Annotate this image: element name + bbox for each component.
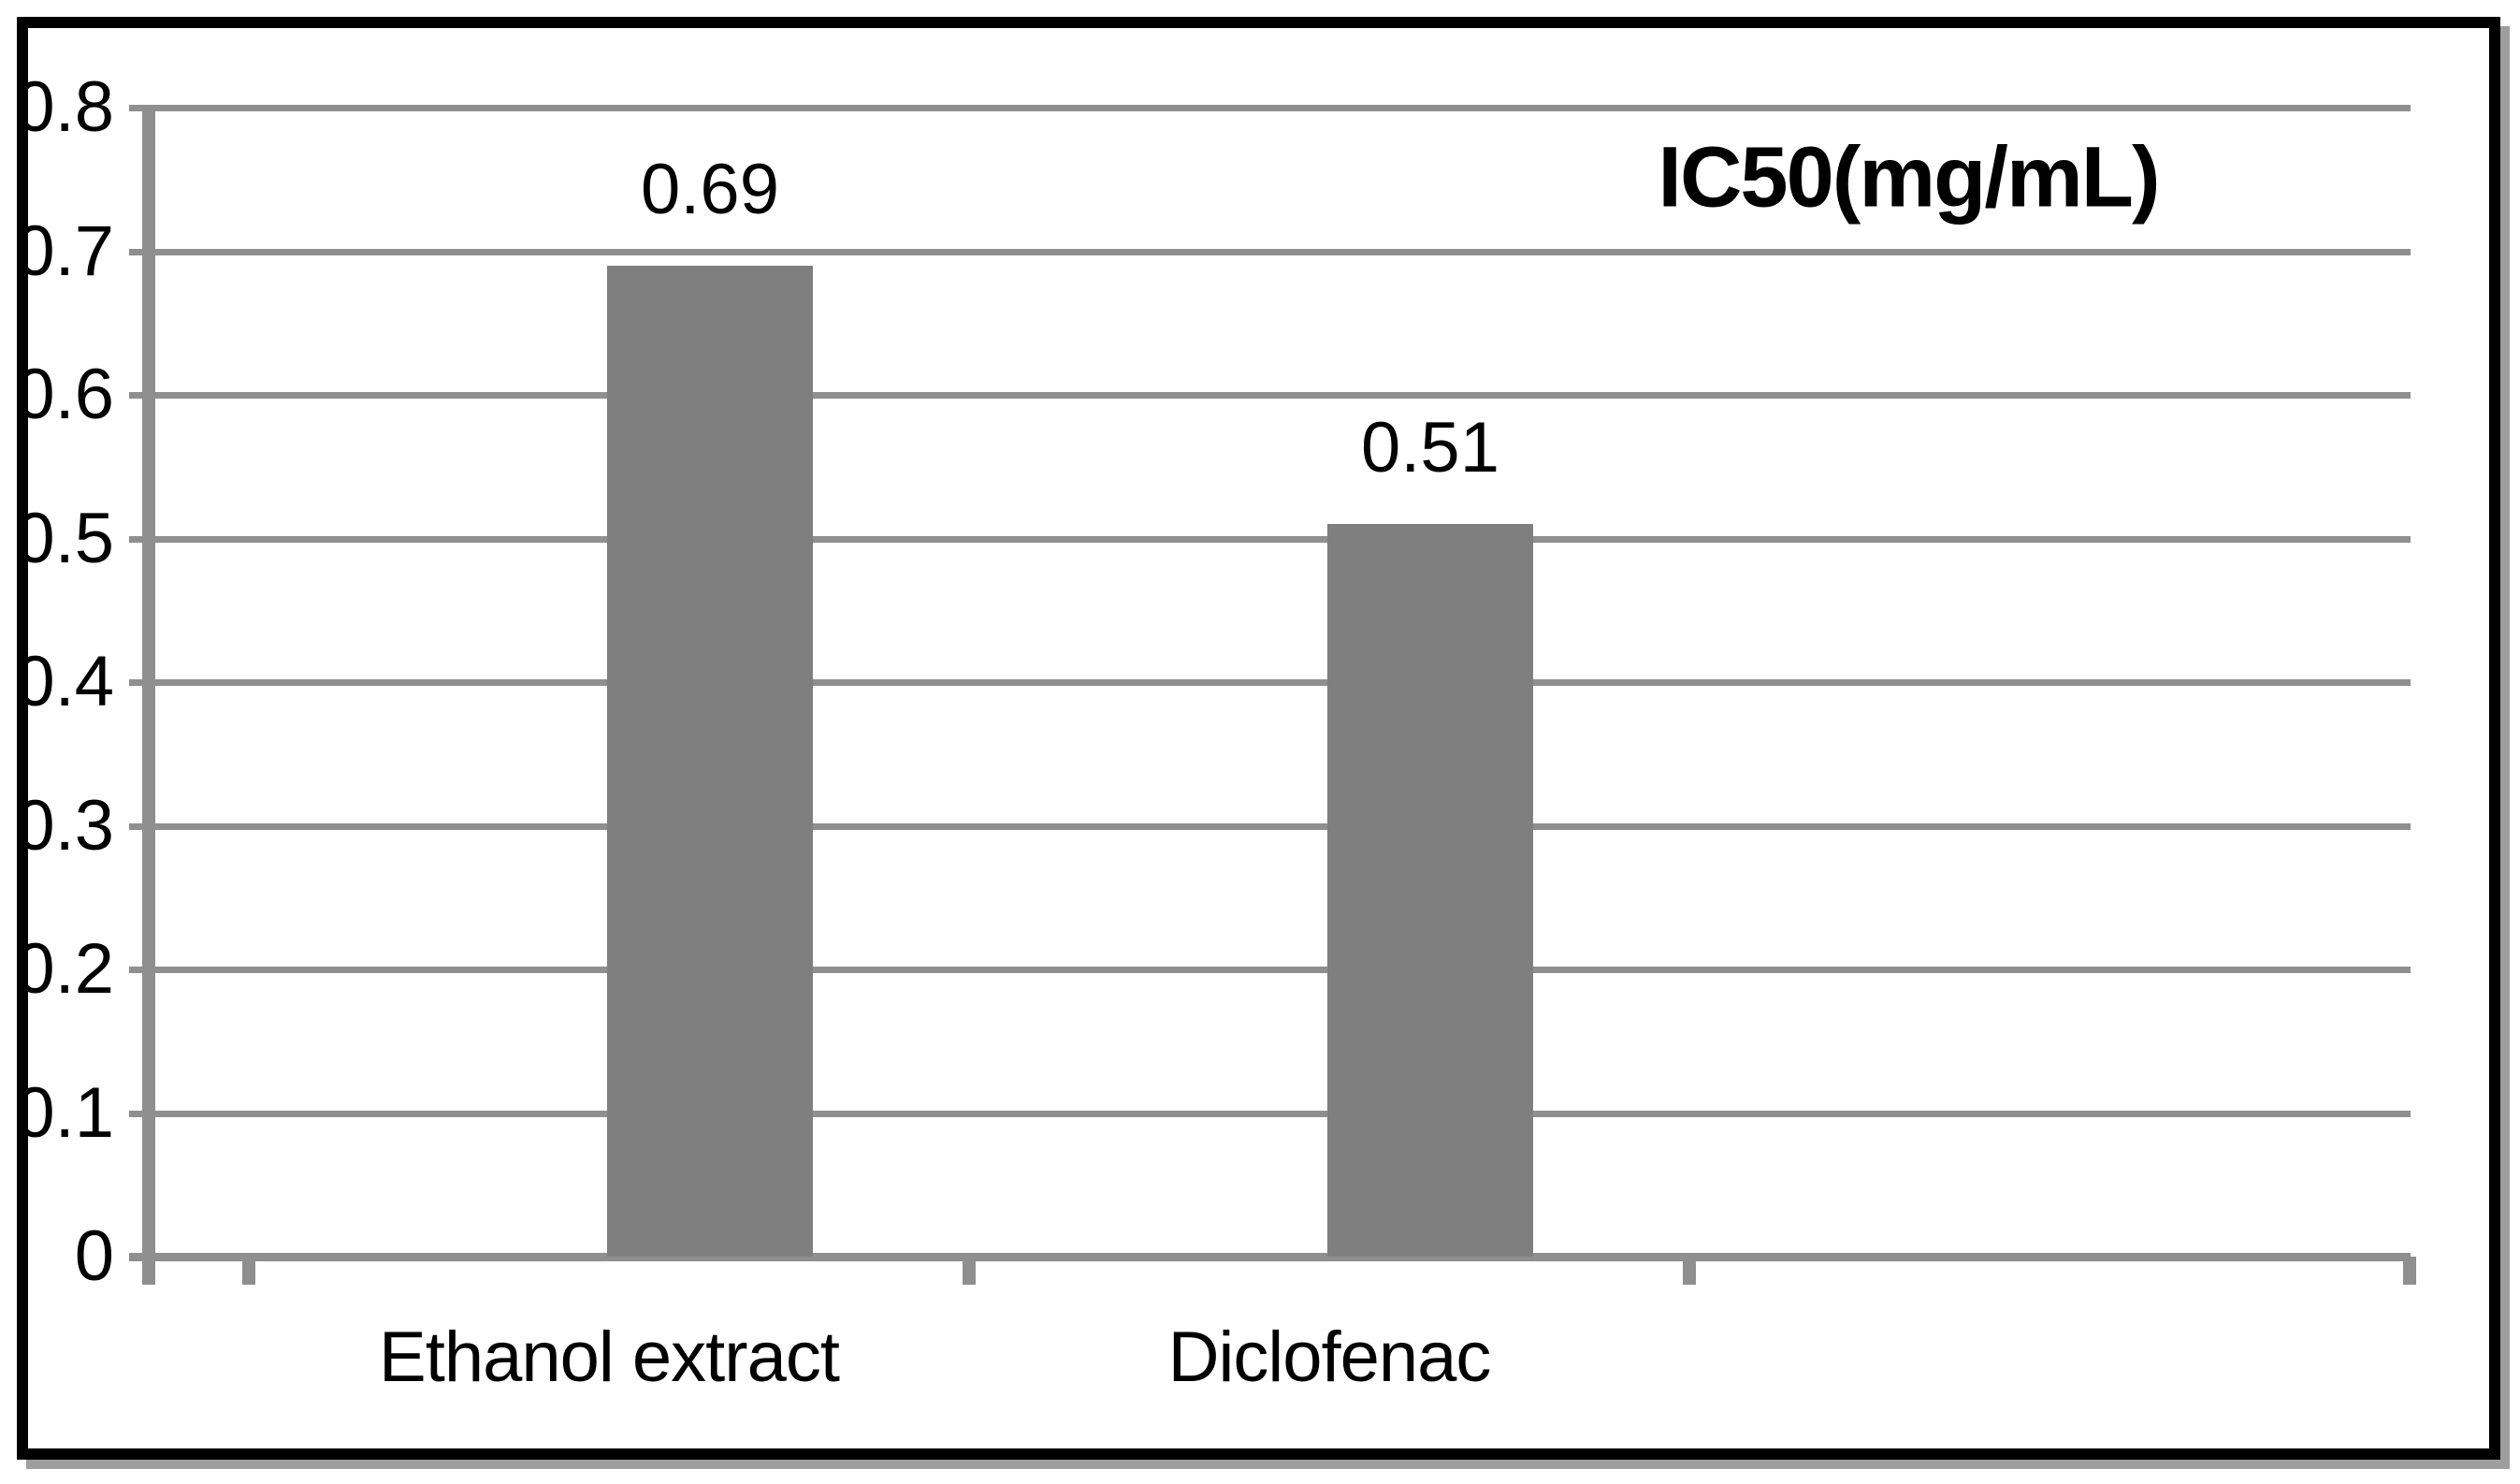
gridline [129, 105, 2411, 111]
gridline [129, 679, 2411, 686]
y-tick-label: 0.8 [15, 67, 114, 147]
bar [607, 266, 813, 1257]
gridline [129, 248, 2411, 255]
gridline [129, 1253, 2411, 1261]
y-tick-label: 0.1 [15, 1072, 114, 1153]
y-tick-label: 0 [74, 1216, 114, 1296]
category-label: Ethanol extract [379, 1317, 840, 1397]
gridline [129, 535, 2411, 543]
y-tick-label: 0.6 [15, 355, 114, 434]
gridline [129, 822, 2411, 830]
gridline [129, 1110, 2411, 1117]
bar-value-label: 0.51 [1361, 408, 1499, 487]
y-axis-line [142, 105, 155, 1285]
bar [1327, 524, 1533, 1257]
chart-frame [17, 17, 2500, 1460]
gridline [129, 392, 2411, 399]
y-tick-label: 0.5 [15, 498, 114, 578]
gridline [129, 967, 2411, 973]
y-tick-label: 0.3 [15, 785, 114, 866]
bar-value-label: 0.69 [641, 150, 779, 229]
y-tick-label: 0.7 [15, 211, 114, 291]
y-tick-label: 0.4 [15, 642, 114, 721]
chart-title: IC50(mg/mL) [1658, 129, 2160, 226]
y-tick-label: 0.2 [15, 929, 114, 1009]
category-axis-tick [963, 1257, 976, 1285]
category-label: Diclofenac [1167, 1317, 1492, 1397]
category-axis-tick [242, 1257, 255, 1285]
category-axis-tick [1683, 1257, 1696, 1285]
category-axis-tick [2403, 1257, 2416, 1285]
